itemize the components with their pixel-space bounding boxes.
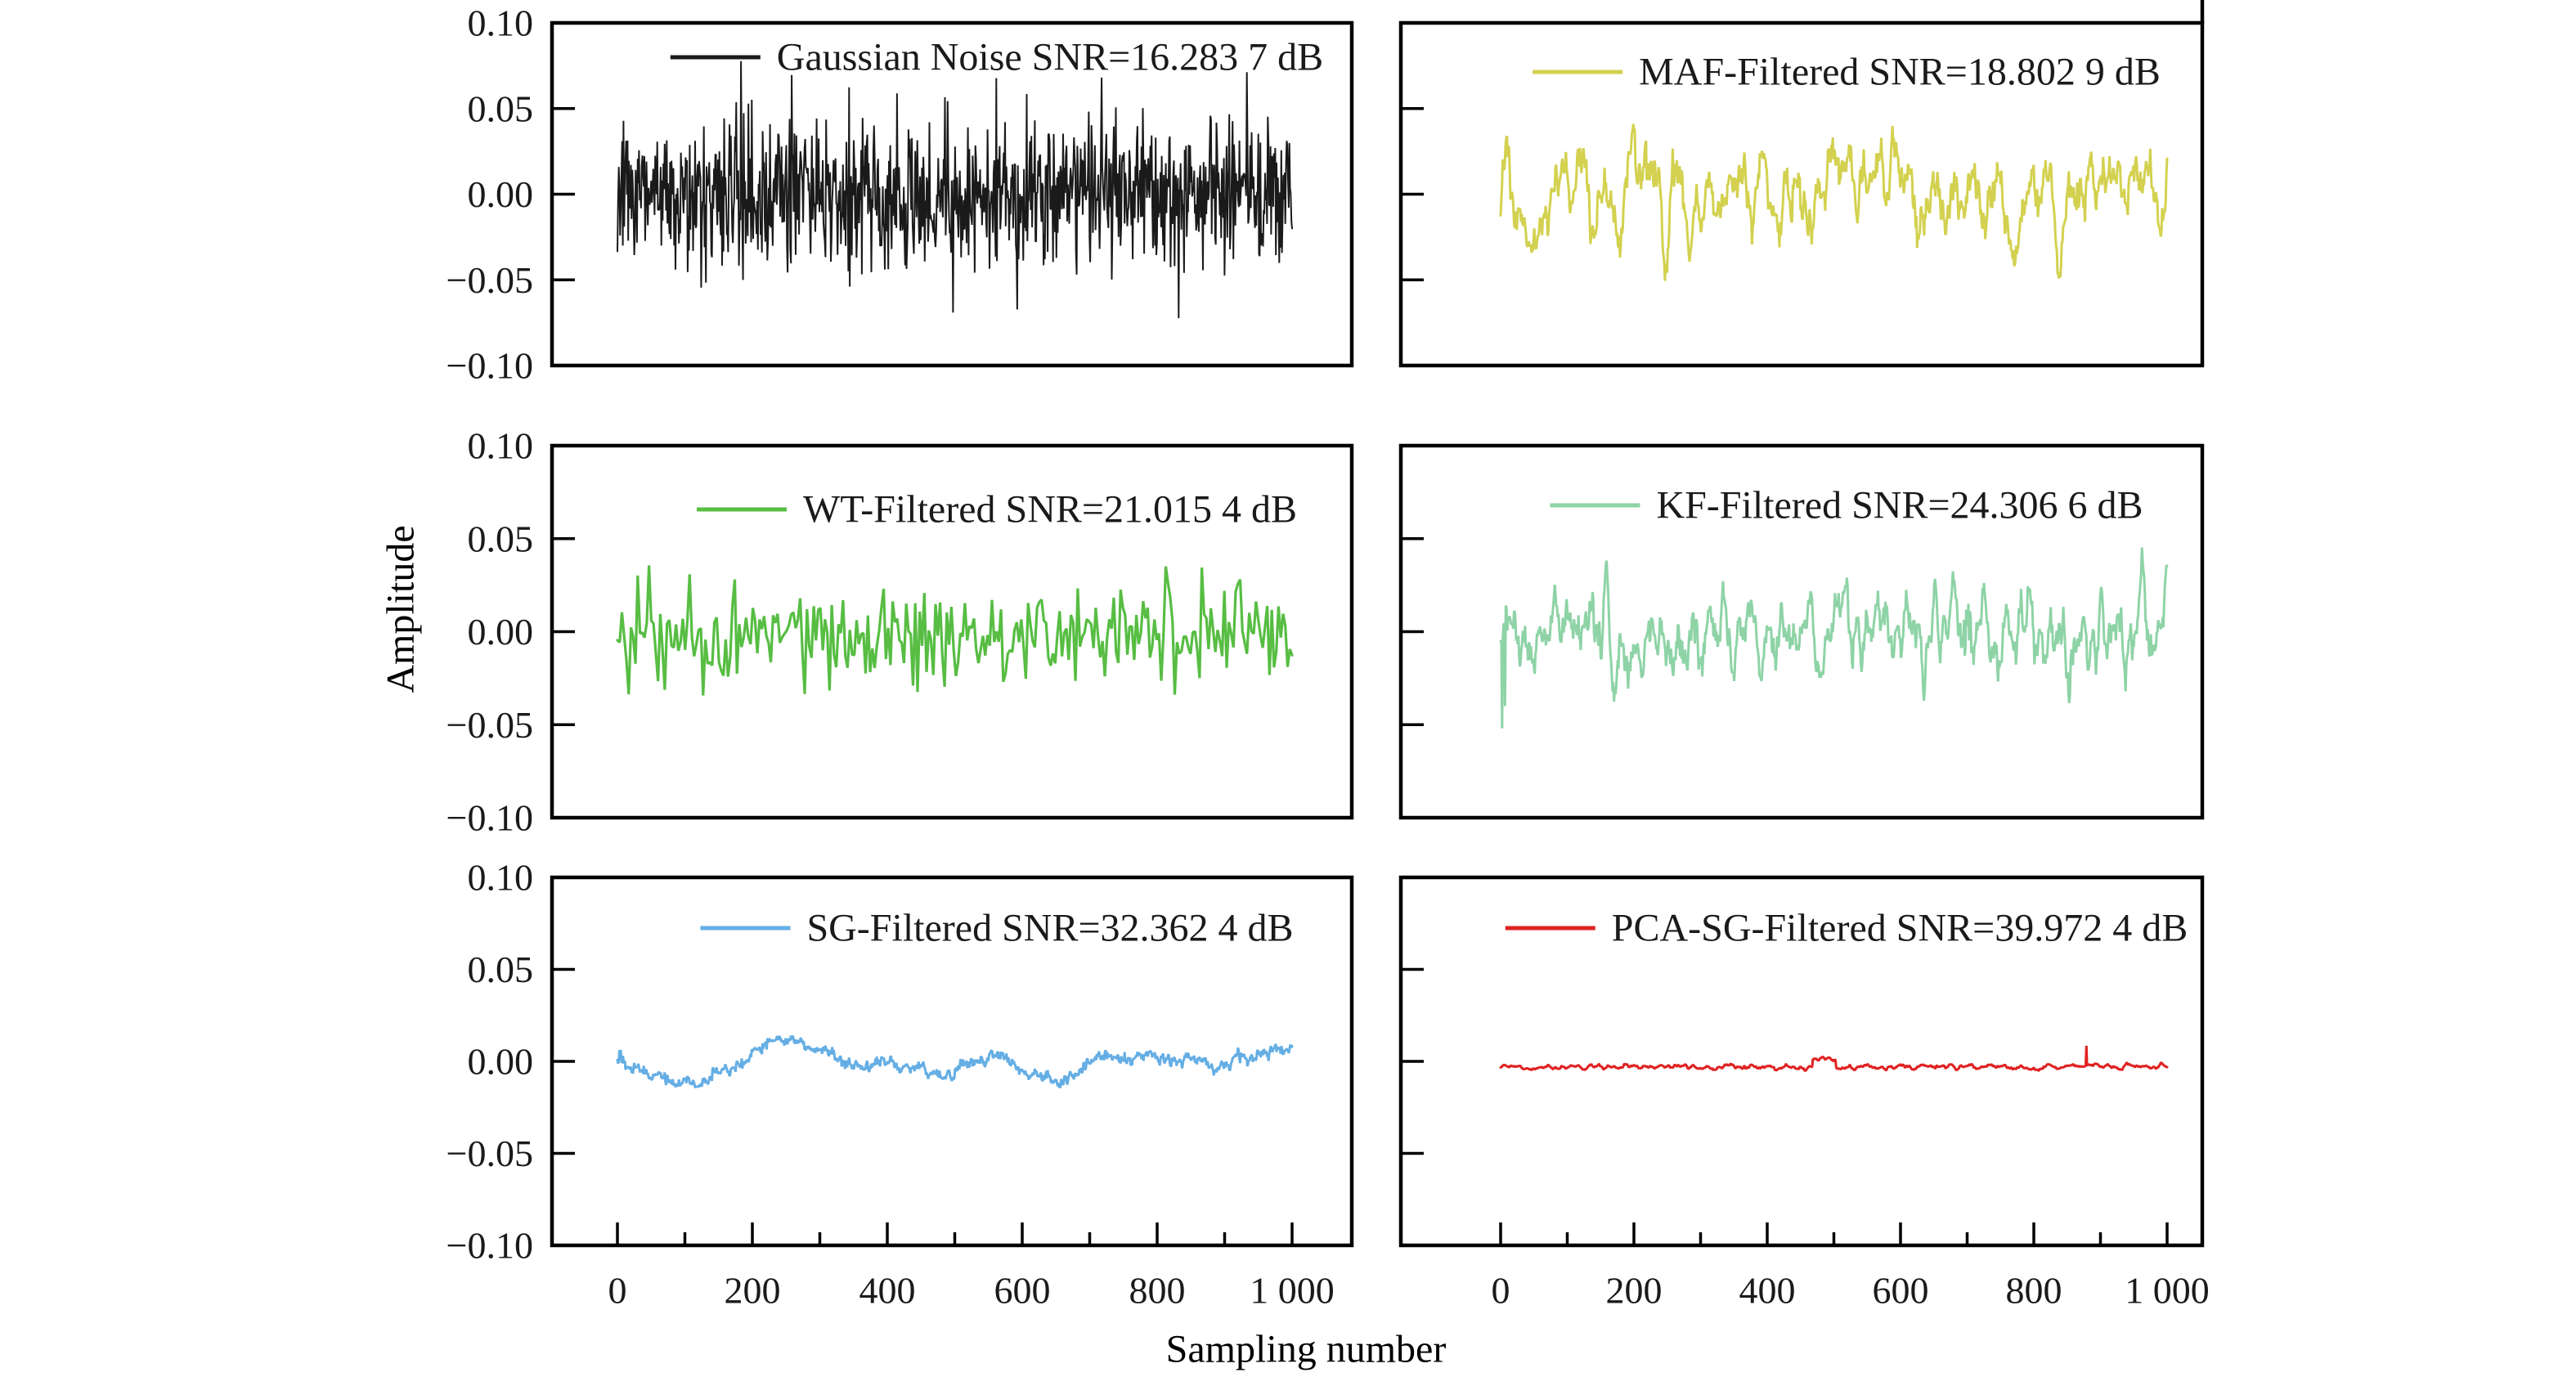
legend-label-pca-sg-filtered: PCA-SG-Filtered SNR=39.972 4 dB <box>1612 907 2188 950</box>
signal-line-wt-filtered <box>616 565 1294 696</box>
signal-line-pca-sg-filtered <box>1499 1045 2169 1072</box>
x-tick-label: 400 <box>859 1270 916 1312</box>
x-tick-label: 0 <box>1492 1270 1510 1312</box>
signal-line-gaussian-noise <box>617 61 1293 319</box>
legend-label-gaussian-noise: Gaussian Noise SNR=16.283 7 dB <box>777 36 1323 79</box>
y-tick-label: 0.10 <box>468 857 534 899</box>
y-tick-label: 0.05 <box>468 518 534 559</box>
legend-label-sg-filtered: SG-Filtered SNR=32.362 4 dB <box>806 907 1293 950</box>
signal-line-sg-filtered <box>616 1034 1294 1088</box>
x-tick-label: 400 <box>1739 1270 1796 1312</box>
x-tick-label: 1 000 <box>2125 1270 2210 1312</box>
x-tick-label: 800 <box>1129 1270 1186 1312</box>
legend-label-kf-filtered: KF-Filtered SNR=24.306 6 dB <box>1656 484 2143 527</box>
x-axis-label: Sampling number <box>1165 1327 1447 1371</box>
y-tick-label: 0.10 <box>468 425 534 467</box>
x-tick-label: 800 <box>2006 1270 2062 1312</box>
subplot-pca-sg-filtered: 0 200 400 600 800 1 000 PCA-SG-Filtered SNR=39… <box>1398 875 2210 1312</box>
y-tick-label: 0.05 <box>468 949 534 990</box>
y-tick-label: 0.10 <box>468 2 534 44</box>
subplot-kf-filtered: KF-Filtered SNR=24.306 6 dB <box>1398 443 2205 820</box>
y-tick-label: −0.05 <box>447 1133 533 1174</box>
y-tick-label: −0.05 <box>447 704 533 746</box>
y-tick-label: 0.00 <box>468 1041 534 1083</box>
y-tick-label: −0.10 <box>447 797 533 839</box>
x-tick-label: 200 <box>1606 1270 1663 1312</box>
subplot-wt-filtered: 0.10 0.05 0.00 −0.05 −0.10 WT-Filtered SNR=21… <box>447 425 1354 839</box>
y-tick-label: −0.10 <box>447 345 533 387</box>
y-tick-label: 0.00 <box>468 173 534 215</box>
x-tick-label: 200 <box>725 1270 781 1312</box>
x-tick-label: 600 <box>1873 1270 1929 1312</box>
x-tick-label: 0 <box>608 1270 627 1312</box>
y-tick-label: −0.05 <box>447 259 533 301</box>
subplot-maf-filtered: MAF-Filtered SNR=18.802 9 dB <box>1398 20 2205 368</box>
y-tick-label: 0.05 <box>468 87 534 129</box>
x-tick-label: 600 <box>994 1270 1051 1312</box>
legend-label-wt-filtered: WT-Filtered SNR=21.015 4 dB <box>803 488 1297 532</box>
signal-line-maf-filtered <box>1499 123 2169 281</box>
legend-label-maf-filtered: MAF-Filtered SNR=18.802 9 dB <box>1639 51 2161 94</box>
subplot-gaussian-noise: 0.10 0.05 0.00 −0.05 −0.10 Gaussian Noise SNR… <box>447 2 1354 387</box>
subplot-sg-filtered: 0.10 0.05 0.00 −0.05 −0.10 0 200 400 600 800 1 000… <box>447 857 1354 1312</box>
y-tick-label: 0.00 <box>468 611 534 653</box>
x-tick-label: 1 000 <box>1250 1270 1335 1312</box>
y-tick-label: −0.10 <box>447 1225 533 1267</box>
y-axis-label: Amplitude <box>379 525 423 693</box>
signal-line-kf-filtered <box>1499 547 2169 729</box>
